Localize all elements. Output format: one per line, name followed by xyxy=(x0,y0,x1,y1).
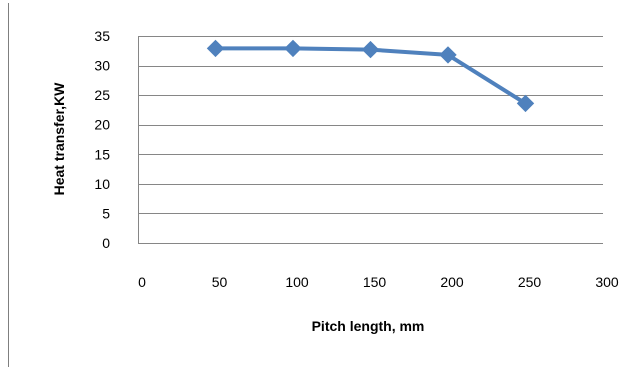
chart-frame xyxy=(8,3,630,367)
x-tick-label: 250 xyxy=(518,274,542,290)
data-point-marker xyxy=(516,94,535,113)
x-axis-title: Pitch length, mm xyxy=(312,318,425,334)
y-tick-label: 30 xyxy=(94,58,110,74)
x-tick-label: 300 xyxy=(595,274,619,290)
axes xyxy=(138,36,603,244)
x-tick-label: 150 xyxy=(363,274,387,290)
series xyxy=(206,39,535,113)
x-tick-label: 200 xyxy=(440,274,464,290)
y-tick-label: 15 xyxy=(94,146,110,162)
y-tick-label: 35 xyxy=(94,28,110,44)
x-tick-label: 50 xyxy=(212,274,228,290)
data-point-marker xyxy=(206,39,225,58)
x-tick-label: 100 xyxy=(285,274,309,290)
y-tick-label: 10 xyxy=(94,176,110,192)
data-point-marker xyxy=(361,40,380,59)
y-tick-label: 20 xyxy=(94,117,110,133)
y-axis-title: Heat transfer,KW xyxy=(51,82,67,196)
y-tick-labels: 0 5 10 15 20 25 30 35 xyxy=(94,28,110,251)
x-tick-labels: 0 50 100 150 200 250 300 xyxy=(138,274,619,290)
data-point-marker xyxy=(439,46,457,64)
y-tick-label: 0 xyxy=(102,235,110,251)
data-point-marker xyxy=(284,39,302,58)
x-tick-label: 0 xyxy=(138,274,146,290)
gridlines xyxy=(138,36,603,214)
y-tick-label: 25 xyxy=(94,87,110,103)
y-tick-label: 5 xyxy=(102,205,110,221)
